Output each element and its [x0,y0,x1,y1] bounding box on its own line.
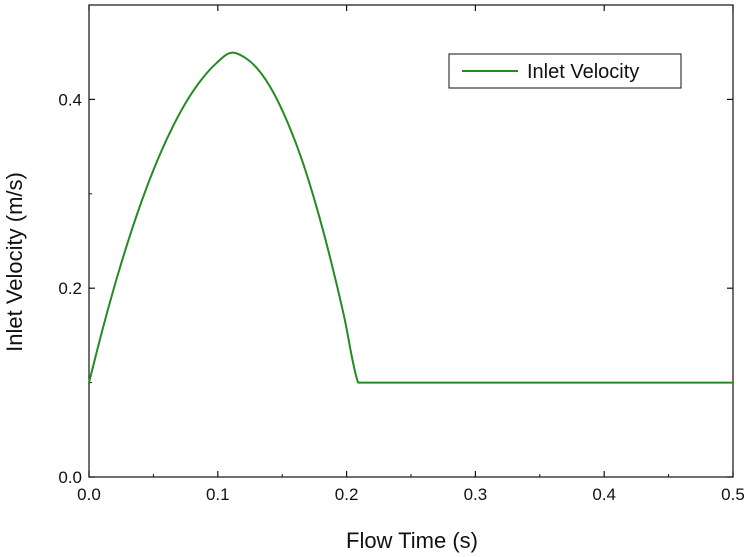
y-tick-label: 0.2 [58,279,82,298]
x-axis-title: Flow Time (s) [346,528,478,553]
y-tick-label: 0.4 [58,90,82,109]
x-tick-label: 0.2 [335,485,359,504]
series-layer [88,51,733,384]
legend-label-inlet-velocity: Inlet Velocity [527,61,639,83]
x-tick-label: 0.4 [592,485,616,504]
legend: Inlet Velocity [448,53,682,89]
series-line-inlet-velocity [88,51,733,384]
x-axis: 0.0 0.1 0.2 0.3 0.4 0.5 [77,5,745,504]
y-axis-title: Inlet Velocity (m/s) [2,172,27,352]
x-tick-label: 0.0 [77,485,101,504]
y-tick-label: 0.0 [58,468,82,487]
x-tick-label: 0.1 [206,485,230,504]
y-axis: 0.0 0.2 0.4 [58,4,733,487]
x-tick-label: 0.5 [721,485,745,504]
x-tick-label: 0.3 [464,485,488,504]
